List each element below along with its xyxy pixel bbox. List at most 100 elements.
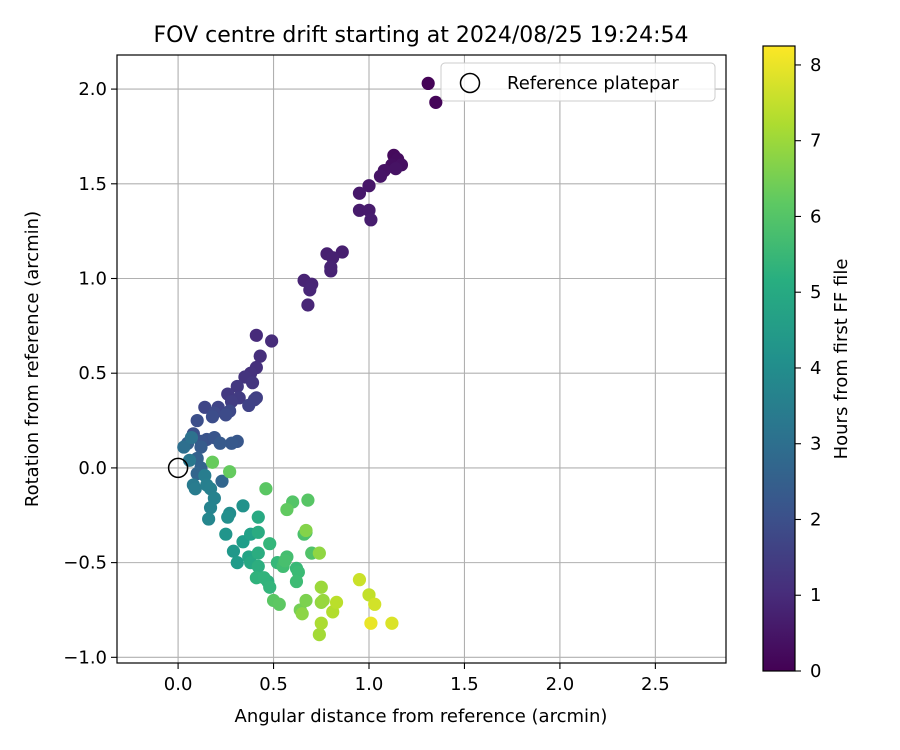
chart-title: FOV centre drift starting at 2024/08/25 … xyxy=(154,23,689,48)
legend-box xyxy=(440,62,716,102)
data-point xyxy=(373,169,388,183)
data-point xyxy=(389,162,403,176)
data-point xyxy=(263,580,277,594)
y-axis-ticks: −1.0 −0.5 0.0 0.5 1.0 1.5 2.0 xyxy=(63,79,117,668)
data-point xyxy=(251,559,265,574)
data-point xyxy=(177,440,191,454)
data-point xyxy=(230,556,244,570)
y-axis-label: Rotation from reference (arcmin) xyxy=(22,211,43,507)
colorbar-ticks: 0 1 2 3 4 5 6 7 8 xyxy=(795,55,821,682)
data-point xyxy=(265,334,279,348)
data-point xyxy=(251,510,265,524)
colorbar-tick-label: 8 xyxy=(810,55,821,76)
y-tick-label: 0.5 xyxy=(78,363,107,384)
data-point xyxy=(278,554,292,568)
grid-lines xyxy=(117,55,726,663)
data-point xyxy=(259,482,273,496)
colorbar-tick-label: 3 xyxy=(810,434,821,455)
data-point xyxy=(272,597,286,611)
y-tick-label: −0.5 xyxy=(63,553,107,574)
colorbar-tick-label: 7 xyxy=(810,131,821,152)
data-point xyxy=(362,588,376,602)
data-point xyxy=(203,501,218,515)
colorbar-gradient xyxy=(762,45,796,672)
data-point xyxy=(303,283,317,297)
y-tick-label: 2.0 xyxy=(78,79,107,100)
x-tick-label: 0.5 xyxy=(259,674,288,695)
y-tick-label: 0.0 xyxy=(78,458,107,479)
data-point xyxy=(368,597,382,611)
data-point xyxy=(329,595,344,609)
colorbar-tick-label: 0 xyxy=(810,661,821,682)
data-point xyxy=(213,436,227,450)
data-point xyxy=(253,349,267,363)
data-point xyxy=(215,474,229,488)
data-point xyxy=(316,593,330,608)
data-point xyxy=(184,431,199,445)
colorbar-tick-label: 4 xyxy=(810,358,821,379)
x-tick-label: 1.0 xyxy=(355,674,384,695)
data-point xyxy=(251,546,265,560)
data-point xyxy=(219,527,233,541)
data-point xyxy=(202,512,216,526)
data-point xyxy=(301,298,315,312)
data-point xyxy=(194,440,208,454)
data-point xyxy=(299,523,313,538)
x-axis-ticks: 0.0 0.5 1.0 1.5 2.0 2.5 xyxy=(164,663,670,695)
data-point xyxy=(314,580,328,594)
data-point xyxy=(221,510,235,524)
y-tick-label: 1.0 xyxy=(78,269,107,290)
data-point xyxy=(219,408,233,422)
colorbar-tick-label: 5 xyxy=(810,282,821,303)
data-point xyxy=(352,203,367,217)
x-tick-label: 2.0 xyxy=(546,674,575,695)
legend: Reference platepar xyxy=(440,62,716,102)
data-point xyxy=(242,398,256,413)
data-point xyxy=(198,400,212,414)
colorbar-tick-label: 1 xyxy=(810,585,821,606)
data-point xyxy=(312,627,326,642)
data-point xyxy=(223,465,237,479)
data-point xyxy=(364,616,378,630)
data-point xyxy=(205,410,220,424)
data-point xyxy=(385,616,399,630)
colorbar-label: Hours from first FF file xyxy=(831,259,852,460)
data-point xyxy=(301,493,315,507)
x-tick-label: 1.5 xyxy=(450,674,479,695)
colorbar-tick-label: 6 xyxy=(810,206,821,227)
legend-entry-label: Reference platepar xyxy=(507,73,679,94)
data-points xyxy=(177,76,443,642)
data-point xyxy=(421,76,435,91)
colorbar-tick-label: 2 xyxy=(810,509,821,530)
data-point xyxy=(335,245,349,259)
data-point xyxy=(280,502,294,517)
data-point xyxy=(251,525,265,539)
data-point xyxy=(205,455,220,469)
legend-reference-marker xyxy=(459,72,481,94)
data-point xyxy=(263,537,277,551)
reference-platepar-marker xyxy=(167,457,189,479)
data-point xyxy=(314,616,328,630)
data-point xyxy=(289,574,304,589)
data-point xyxy=(249,328,263,342)
data-point xyxy=(364,213,378,227)
colorbar: 0 1 2 3 4 5 6 7 8 Hours from first FF file xyxy=(762,45,852,682)
data-point xyxy=(236,499,250,513)
y-tick-label: −1.0 xyxy=(63,647,107,668)
plot-frame xyxy=(116,54,727,664)
data-point xyxy=(245,376,260,390)
data-point xyxy=(352,186,367,200)
data-point xyxy=(429,95,443,109)
data-point xyxy=(230,379,244,394)
x-tick-label: 2.5 xyxy=(641,674,670,695)
data-point xyxy=(362,179,376,193)
data-point xyxy=(312,546,326,560)
x-axis-label: Angular distance from reference (arcmin) xyxy=(235,706,608,727)
data-point xyxy=(257,571,271,585)
data-point xyxy=(295,607,309,621)
data-point xyxy=(188,482,202,496)
data-point xyxy=(324,260,338,274)
reference-marker-layer xyxy=(167,457,189,479)
data-point xyxy=(352,573,367,587)
